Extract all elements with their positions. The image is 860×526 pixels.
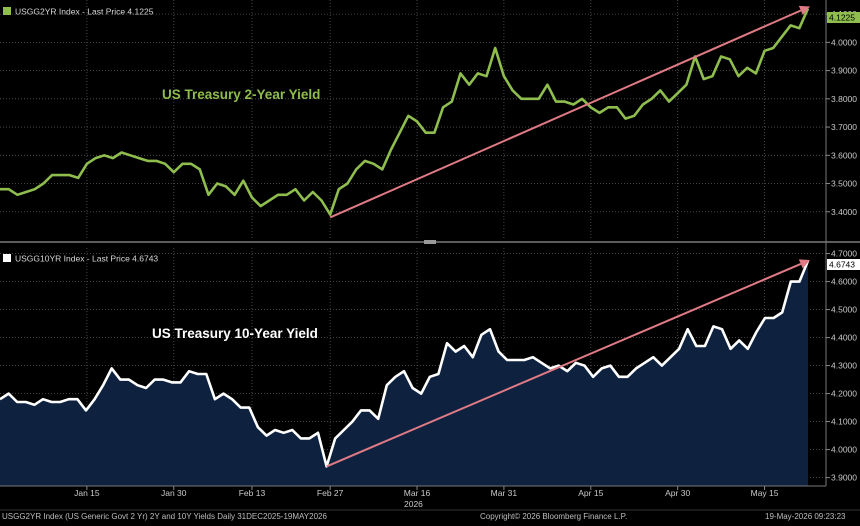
two-year-last-price-tag: 4.1225 bbox=[827, 12, 860, 23]
x-axis-year-label: 2026 bbox=[404, 499, 423, 509]
x-axis-ticks: Jan 15 Jan 30 Feb 13 Feb 27 Mar 16 Mar 31 Apr … bbox=[74, 486, 779, 498]
top-y-axis-ticks: 4.10004.00003.90003.80003.70003.60003.50… bbox=[826, 9, 857, 217]
y-tick-label: 3.5000 bbox=[831, 179, 857, 189]
x-tick-label: Apr 15 bbox=[578, 488, 603, 498]
two-year-annotation: US Treasury 2-Year Yield bbox=[162, 87, 320, 102]
footer-timestamp: 19-May-2026 09:23:23 bbox=[765, 512, 846, 521]
x-tick-label: May 15 bbox=[751, 488, 779, 498]
bottom-panel-header: USGG10YR Index - Last Price 4.6743 bbox=[15, 254, 158, 264]
ten-year-last-price-tag: 4.6743 bbox=[827, 259, 860, 270]
y-tick-label: 4.3000 bbox=[831, 361, 857, 371]
two-year-line bbox=[0, 7, 810, 216]
y-tick-label: 4.4000 bbox=[831, 333, 857, 343]
y-tick-label: 3.6000 bbox=[831, 150, 857, 160]
two-year-arrowhead bbox=[798, 5, 810, 16]
two-year-trend-arrow bbox=[329, 9, 802, 219]
ten-year-annotation: US Treasury 10-Year Yield bbox=[152, 326, 318, 341]
y-tick-label: 3.4000 bbox=[831, 207, 857, 217]
bottom-y-axis-ticks: 4.7000 4.6000 4.5000 4.4000 4.3000 4.2000 4.10… bbox=[826, 249, 857, 483]
ten-year-line bbox=[0, 260, 810, 468]
y-tick-label: 4.0000 bbox=[831, 445, 857, 455]
ten-year-trend-arrow bbox=[326, 263, 802, 468]
x-tick-label: Feb 27 bbox=[317, 488, 344, 498]
x-tick-label: Feb 13 bbox=[239, 488, 266, 498]
y-tick-label: 4.5000 bbox=[831, 305, 857, 315]
panel-divider-handle[interactable] bbox=[424, 240, 436, 244]
y-tick-label: 4.0000 bbox=[831, 37, 857, 47]
y-tick-label: 4.6000 bbox=[831, 277, 857, 287]
x-tick-label: Mar 16 bbox=[404, 488, 431, 498]
footer-copyright: Copyright© 2026 Bloomberg Finance L.P. bbox=[480, 512, 627, 521]
y-tick-label: 3.9000 bbox=[831, 473, 857, 483]
y-tick-label: 3.9000 bbox=[831, 66, 857, 76]
x-tick-label: Apr 30 bbox=[665, 488, 690, 498]
y-tick-label: 3.7000 bbox=[831, 122, 857, 132]
y-tick-label: 4.2000 bbox=[831, 389, 857, 399]
x-tick-label: Jan 15 bbox=[74, 488, 100, 498]
ten-year-legend-swatch bbox=[3, 254, 11, 262]
top-panel-header: USGG2YR Index - Last Price 4.1225 bbox=[15, 7, 154, 17]
x-tick-label: Mar 31 bbox=[491, 488, 518, 498]
footer-description: USGG2YR Index (US Generic Govt 2 Yr) 2Y … bbox=[2, 512, 327, 521]
y-tick-label: 3.8000 bbox=[831, 94, 857, 104]
y-tick-label: 4.7000 bbox=[831, 249, 857, 259]
y-tick-label: 4.1000 bbox=[831, 417, 857, 427]
two-year-last-price: 4.1225 bbox=[829, 13, 855, 23]
two-year-legend-swatch bbox=[3, 7, 11, 15]
ten-year-last-price: 4.6743 bbox=[829, 260, 855, 270]
ten-year-arrowhead bbox=[798, 259, 810, 269]
x-tick-label: Jan 30 bbox=[161, 488, 187, 498]
